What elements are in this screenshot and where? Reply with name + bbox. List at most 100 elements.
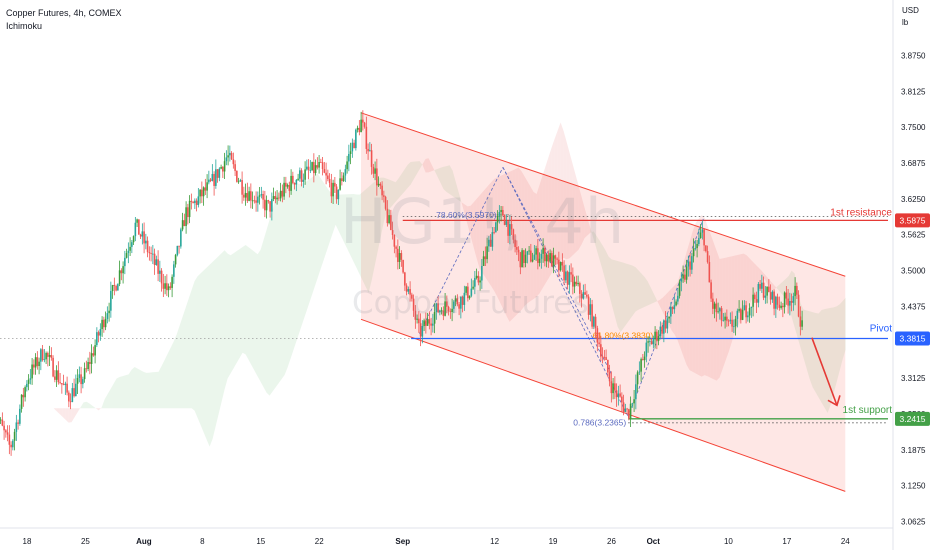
candle-body [734,318,737,327]
candle-body [246,192,249,201]
candle-body [591,304,593,327]
candle-body [607,360,609,373]
time-tick-label: 24 [841,537,850,546]
candle-body [292,175,294,183]
candle-body [307,166,310,171]
candle-body [750,306,753,308]
cloud-segment [635,267,639,312]
cloud-segment [398,173,402,199]
candle-body [516,247,518,250]
candle-body [626,408,628,410]
time-tick-label: 19 [549,537,558,546]
cloud-segment [416,161,420,175]
cloud-segment [629,264,633,320]
candle-body [573,281,576,287]
candle-body [414,310,417,320]
candle-body [426,319,429,326]
cloud-segment [833,306,837,394]
cloud-segment [395,178,399,202]
candle-body [110,291,112,311]
candle-body [89,362,91,364]
candle-body [269,201,271,212]
candle-body [593,316,595,327]
candle-body [554,255,557,259]
cloud-segment [434,168,438,177]
cloud-segment [170,341,174,409]
cloud-segment [212,258,216,439]
cloud-segment [182,307,186,409]
candle-body [372,166,375,174]
candle-body [687,261,690,267]
candle-body [561,261,564,266]
resistance-price-badge-bg [895,213,930,228]
cloud-segment [122,375,126,409]
candle-body [664,320,667,329]
candle-body [129,246,131,251]
cloud-segment [452,170,456,199]
candle-body [447,306,450,312]
cloud-segment [821,309,825,408]
pivot-price-badge-text: 3.3815 [900,334,926,344]
cloud-segment [476,195,480,269]
candle-body [629,403,632,419]
candle-body [169,286,172,288]
cloud-segment [125,374,129,409]
candle-body [0,419,2,421]
candle-body [202,187,205,197]
candle-body [738,309,740,311]
candle-body [146,240,149,253]
candle-body [243,194,245,198]
candle-body [797,294,800,317]
candle-body [433,312,436,324]
candle-body [778,304,781,308]
cloud-segment [509,170,513,322]
candle-body [97,332,100,336]
candle-body [52,357,54,377]
cloud-segment [131,366,135,409]
cloud-segment [98,407,102,411]
candle-body [262,194,264,200]
cloud-segment [290,182,294,359]
candle-body [34,357,37,368]
cloud-segment [779,281,783,295]
candle-body [260,194,263,196]
candle-body [628,409,630,419]
candle-body [248,191,250,201]
cloud-segment [371,181,375,281]
time-tick-label: 18 [23,537,32,546]
candle-body [712,298,714,309]
candle-body [563,265,565,281]
cloud-segment [641,273,645,309]
pivot-price-badge-bg [895,331,930,346]
candle-body [208,179,210,183]
candle-body [43,359,46,361]
cloud-segment [758,267,762,288]
candle-body [348,153,350,162]
candle-body [178,245,180,247]
cloud-segment [527,181,531,304]
candle-body [279,190,282,199]
cloud-segment [155,371,159,409]
candle-body [747,315,749,318]
candle-body [776,296,779,305]
cloud-segment [326,187,330,252]
candle-body [57,370,60,383]
cloud-segment [68,408,72,423]
candle-body [236,170,238,182]
channel-fill [361,112,846,492]
candle-body [309,170,312,171]
candle-body [164,283,166,289]
candle-body [395,246,397,249]
cloud-segment [593,231,597,250]
candle-body [327,175,329,179]
candle-body [141,231,144,237]
candle-body [748,307,751,316]
candle-body [85,368,88,370]
candle-body [796,285,798,295]
candle-body [727,320,730,322]
candle-body [167,286,170,291]
cloud-segment [608,256,612,304]
cloud-segment [620,261,624,333]
